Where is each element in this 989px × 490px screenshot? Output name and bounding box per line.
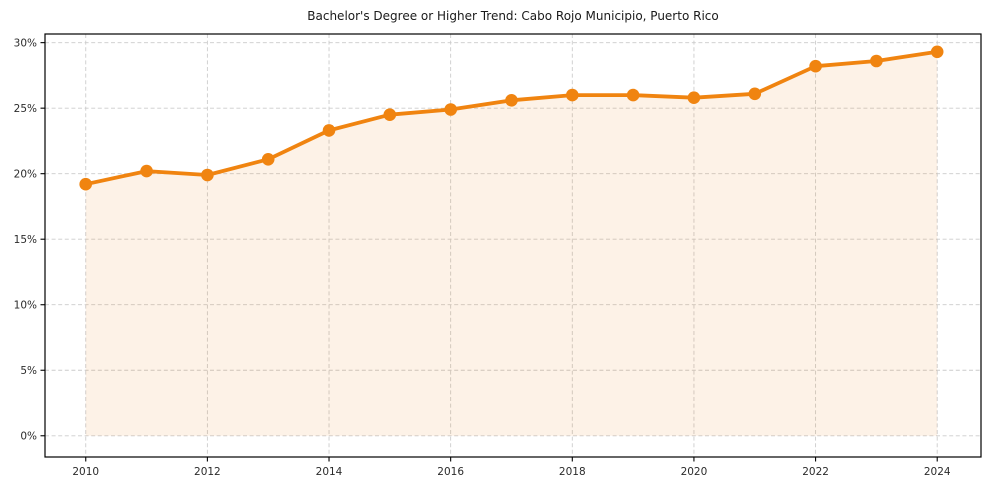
data-point xyxy=(505,94,518,107)
grid-layer xyxy=(45,34,981,457)
x-tick-label: 2012 xyxy=(194,466,221,478)
y-tick-label: 5% xyxy=(20,365,37,377)
chart-title: Bachelor's Degree or Higher Trend: Cabo … xyxy=(307,9,718,23)
y-tick-label: 30% xyxy=(14,37,37,49)
y-tick-label: 15% xyxy=(14,234,37,246)
data-point xyxy=(383,108,397,121)
x-tick-label: 2014 xyxy=(316,466,343,478)
data-point xyxy=(626,88,640,102)
data-point xyxy=(687,91,701,104)
area-fill xyxy=(85,51,938,436)
x-tick-label: 2022 xyxy=(802,466,829,478)
x-tick-label: 2024 xyxy=(924,466,951,478)
data-point xyxy=(79,177,92,191)
data-point xyxy=(870,54,883,68)
data-layer xyxy=(79,45,944,436)
data-point xyxy=(261,153,275,166)
y-tick-label: 0% xyxy=(20,430,37,442)
data-point xyxy=(140,164,153,178)
x-tick-label: 2010 xyxy=(72,466,99,478)
data-point xyxy=(444,103,458,116)
data-point xyxy=(930,45,944,59)
plot-border xyxy=(44,33,982,458)
axis-layer: 0% 5% 10% 15% 20% 25% 30% 2010 2012 2014 2016 2018 2… xyxy=(14,33,982,478)
y-tick-label: 20% xyxy=(14,168,37,180)
x-tick-label: 2016 xyxy=(437,466,464,478)
x-tick-label: 2018 xyxy=(559,466,586,478)
data-point xyxy=(809,59,822,73)
data-point xyxy=(322,124,336,137)
data-point xyxy=(748,87,762,101)
x-tick-label: 2020 xyxy=(681,466,708,478)
y-tick-label: 25% xyxy=(14,103,37,115)
data-point xyxy=(201,168,214,182)
data-point xyxy=(566,88,579,102)
y-tick-label: 10% xyxy=(14,299,37,311)
